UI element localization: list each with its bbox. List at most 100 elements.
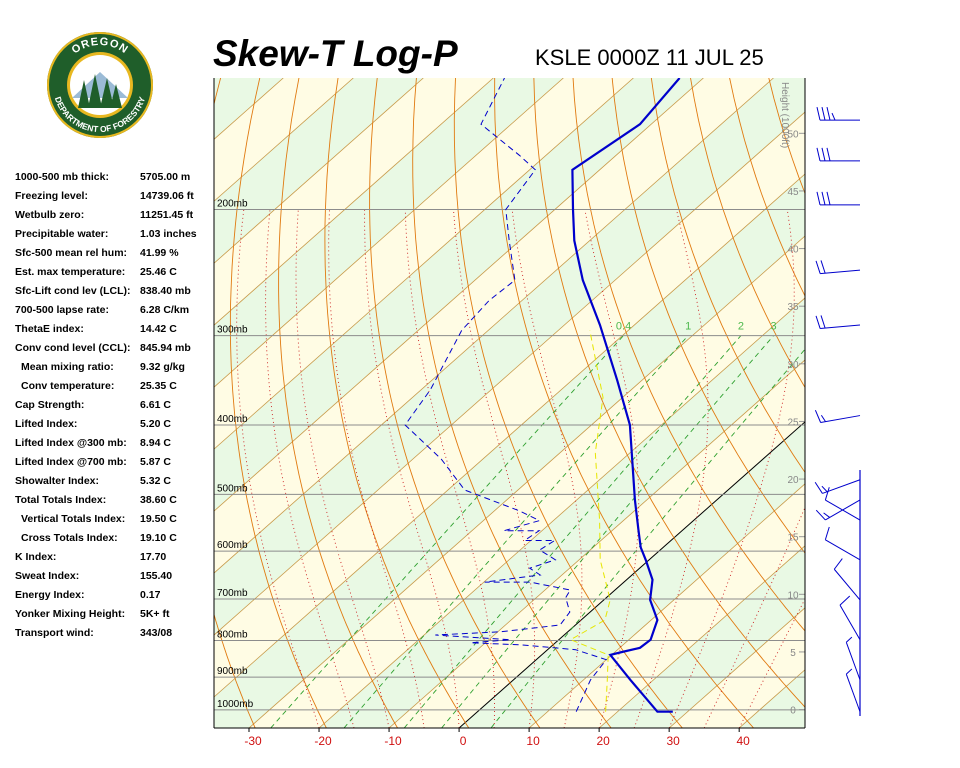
index-value: 19.10 C <box>140 532 177 544</box>
isotherm <box>214 78 564 388</box>
index-label: Cross Totals Index: <box>21 532 118 544</box>
barb-staff <box>820 269 861 275</box>
barb-feather <box>845 668 853 675</box>
isotherm <box>214 78 634 450</box>
wind-barb <box>824 526 861 561</box>
index-label: Sfc-Lift cond lev (LCL): <box>15 285 131 297</box>
height-label: 20 <box>787 475 799 486</box>
mixing-ratio-label: 5 <box>813 321 819 333</box>
temperature-band <box>809 78 960 728</box>
moist-adiabat <box>633 209 709 728</box>
barb-feather <box>821 106 826 121</box>
wind-barb <box>814 479 861 494</box>
height-label: 35 <box>787 302 799 313</box>
pressure-label: 200mb <box>217 199 248 210</box>
dry-adiabat <box>324 78 470 728</box>
mixing-ratio-line <box>403 335 742 728</box>
x-tick-label: -30 <box>244 734 262 748</box>
height-label: 0 <box>790 706 796 717</box>
wind-barb <box>824 487 861 521</box>
height-label: 25 <box>787 417 799 428</box>
index-value: 5.87 C <box>140 456 171 468</box>
index-value: 5.32 C <box>140 475 171 487</box>
isotherm <box>879 78 960 728</box>
dry-adiabat <box>494 78 754 728</box>
station-subtitle: KSLE 0000Z 11 JUL 25 <box>535 45 764 70</box>
index-label: 700-500 lapse rate: <box>15 304 109 316</box>
index-value: 5.20 C <box>140 418 171 430</box>
index-value: 8.94 C <box>140 437 171 449</box>
pressure-label: 300mb <box>217 325 248 336</box>
barb-staff <box>845 642 861 681</box>
profile-line <box>569 330 611 712</box>
isotherm <box>214 173 805 698</box>
index-value: 14739.06 ft <box>140 190 194 202</box>
barb-feather <box>815 315 821 329</box>
pressure-label: 800mb <box>217 630 248 641</box>
index-value: 5705.00 m <box>140 171 190 183</box>
pressure-label: 1000mb <box>217 699 254 710</box>
pressure-label: 900mb <box>217 666 248 677</box>
index-value: 38.60 C <box>140 494 177 506</box>
height-label: 30 <box>787 360 799 371</box>
barb-staff <box>822 479 861 494</box>
barb-staff <box>820 415 861 423</box>
isotherm <box>668 607 805 728</box>
isotherm <box>598 545 805 728</box>
barb-staff <box>839 604 861 640</box>
wind-barb <box>814 410 861 423</box>
index-label: Yonker Mixing Height: <box>15 608 125 620</box>
index-value: 17.70 <box>140 551 166 563</box>
barb-feather <box>816 147 821 161</box>
wind-barb <box>815 260 861 275</box>
height-label: 10 <box>787 590 799 601</box>
height-label: 50 <box>787 129 799 140</box>
wind-barb <box>845 636 861 681</box>
moist-adiabat <box>364 209 460 728</box>
barb-feather <box>826 191 831 205</box>
mixing-ratio-line <box>441 335 774 728</box>
index-label: Cap Strength: <box>15 399 84 411</box>
index-value: 6.61 C <box>140 399 171 411</box>
dry-adiabat <box>278 78 398 728</box>
isotherm <box>809 78 960 728</box>
wind-barb <box>845 668 861 712</box>
mixing-ratio-label: 2 <box>738 321 744 333</box>
barb-feather <box>820 260 826 274</box>
barb-feather <box>815 509 826 521</box>
moist-adiabat <box>668 209 795 728</box>
dry-adiabat <box>885 76 960 728</box>
barb-feather <box>816 106 821 121</box>
index-value: 41.99 % <box>140 247 179 259</box>
x-tick-label: 40 <box>736 734 750 748</box>
profile-line <box>571 78 681 713</box>
temperature-band <box>214 174 805 728</box>
barb-feather <box>814 410 822 423</box>
dry-adiabat <box>611 78 805 554</box>
isotherm <box>214 78 704 512</box>
barb-staff <box>820 324 861 330</box>
barb-feather <box>824 487 830 501</box>
barb-feather <box>820 414 826 422</box>
index-value: 11251.45 ft <box>140 209 194 221</box>
barb-feather <box>823 512 830 518</box>
logo-rim <box>47 32 153 138</box>
index-label: Freezing level: <box>15 190 88 202</box>
index-label: Lifted Index @700 mb: <box>15 456 127 468</box>
index-label: Sfc-500 mean rel hum: <box>15 247 127 259</box>
indices-list: 1000-500 mb thick: 5705.00 m Freezing leve… <box>15 171 197 639</box>
wind-barb <box>816 191 860 206</box>
height-axis-label: Height (1000ft) <box>779 82 790 148</box>
isotherm <box>318 297 805 728</box>
index-label: Precipitable water: <box>15 228 108 240</box>
x-tick-label: 0 <box>460 734 467 748</box>
wind-barb <box>839 595 861 640</box>
index-value: 5K+ ft <box>140 608 170 620</box>
index-label: ThetaE index: <box>15 323 84 335</box>
isotherm <box>214 78 494 326</box>
isotherm <box>458 421 805 728</box>
barb-feather <box>816 191 821 205</box>
title: Skew-T Log-P <box>213 33 458 74</box>
